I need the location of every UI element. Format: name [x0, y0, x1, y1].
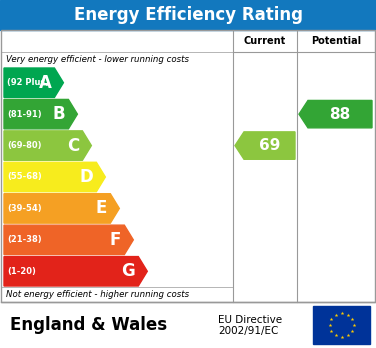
- Text: 2002/91/EC: 2002/91/EC: [218, 326, 278, 336]
- Polygon shape: [4, 194, 119, 223]
- Bar: [0, 0, 376, 30]
- Text: E: E: [96, 199, 107, 218]
- Text: F: F: [110, 231, 121, 249]
- Text: 88: 88: [329, 106, 351, 122]
- Text: D: D: [80, 168, 93, 186]
- Bar: [313, 306, 370, 344]
- Polygon shape: [235, 132, 295, 159]
- Text: (81-91): (81-91): [7, 110, 42, 119]
- Text: (1-20): (1-20): [7, 267, 36, 276]
- Polygon shape: [4, 100, 77, 129]
- Polygon shape: [4, 162, 105, 192]
- Polygon shape: [4, 131, 91, 160]
- Text: 69: 69: [259, 138, 280, 153]
- Text: Current: Current: [244, 36, 286, 46]
- Text: England & Wales: England & Wales: [10, 316, 167, 334]
- Text: Very energy efficient - lower running costs: Very energy efficient - lower running co…: [6, 55, 189, 64]
- Text: (55-68): (55-68): [7, 173, 42, 182]
- Polygon shape: [4, 256, 147, 286]
- Polygon shape: [4, 68, 64, 97]
- Text: (92 Plus): (92 Plus): [7, 78, 49, 87]
- Text: B: B: [53, 105, 65, 123]
- Text: A: A: [38, 74, 52, 92]
- Bar: [1, 30, 375, 302]
- Text: (21-38): (21-38): [7, 235, 42, 244]
- Text: EU Directive: EU Directive: [218, 315, 282, 325]
- Text: Potential: Potential: [311, 36, 362, 46]
- Text: (39-54): (39-54): [7, 204, 42, 213]
- Text: (69-80): (69-80): [7, 141, 41, 150]
- Polygon shape: [299, 101, 372, 128]
- Text: Not energy efficient - higher running costs: Not energy efficient - higher running co…: [6, 290, 189, 299]
- Text: G: G: [121, 262, 135, 280]
- Text: Energy Efficiency Rating: Energy Efficiency Rating: [73, 6, 303, 24]
- Text: C: C: [67, 136, 79, 155]
- Polygon shape: [4, 225, 133, 255]
